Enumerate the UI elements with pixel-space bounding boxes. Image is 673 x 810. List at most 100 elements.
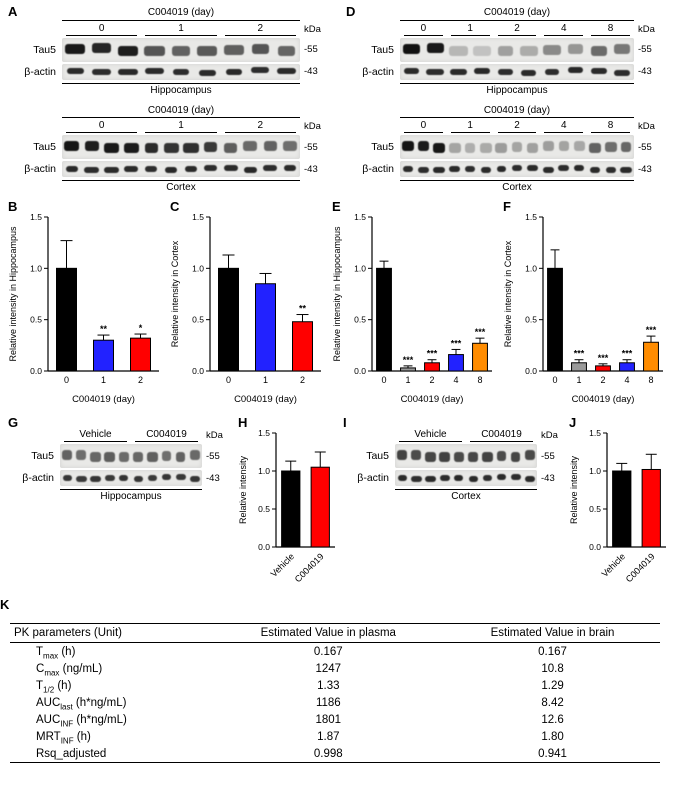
protein-band <box>104 166 120 173</box>
protein-band <box>426 69 444 76</box>
y-tick-label: 0.0 <box>192 366 204 376</box>
kda-marker: -43 <box>304 163 318 175</box>
blot-strip <box>395 444 537 468</box>
protein-band <box>468 476 478 483</box>
protein-band <box>161 450 171 461</box>
protein-band <box>512 141 522 152</box>
significance-stars: *** <box>427 349 438 359</box>
x-tick-label: 4 <box>624 375 629 385</box>
y-tick-label: 0.5 <box>354 315 366 325</box>
antibody-label: β-actin <box>24 163 56 175</box>
x-axis-label: C004019 (day) <box>572 394 635 405</box>
pk-table-header-row: PK parameters (Unit) Estimated Value in … <box>10 623 660 643</box>
bar <box>56 267 77 372</box>
lane-group-labels: Vehicle C004019 <box>395 429 537 442</box>
bar-chart-B: 0.0 0.5 1.0 1.5 Relative intensity in Hippoc… <box>8 212 159 405</box>
pk-value-plasma: 1801 <box>315 713 342 726</box>
group-underline <box>544 34 584 36</box>
lane-group-label: Vehicle <box>60 429 131 442</box>
pk-parameter-name: Rsq_adjusted <box>10 745 212 763</box>
y-tick-label: 0.0 <box>354 366 366 376</box>
blot-strip <box>400 135 634 159</box>
bar <box>376 267 392 372</box>
pk-parameter-name: MRTINF (h) <box>36 730 91 745</box>
protein-band <box>543 45 562 56</box>
lane-group-label: 2 <box>494 23 541 36</box>
protein-band <box>243 141 258 152</box>
lane-group-label: 2 <box>494 120 541 133</box>
x-tick-label: 0 <box>381 375 386 385</box>
panel-A-blots: C004019 (day) 0 1 2 kDa Tau5 -55 β-actin -43 Hipp… <box>6 4 338 193</box>
protein-band <box>521 69 537 76</box>
brain-region-caption: Cortex <box>400 180 634 193</box>
blot-strip <box>400 63 634 80</box>
group-label-text: 8 <box>607 22 614 34</box>
x-tick-label: 1 <box>263 375 268 385</box>
protein-band <box>277 67 297 74</box>
blot-D-hippocampus: C004019 (day) 0 1 2 4 8 kDa Tau5 -55 β-actin -43 Hi… <box>354 7 671 96</box>
protein-band <box>65 165 79 172</box>
bar-chart-row: B 0.0 0.5 1.0 1.5 Relative intensity in Hipp… <box>0 193 673 407</box>
bar <box>292 321 313 372</box>
protein-band <box>604 142 617 153</box>
x-tick-label: 4 <box>453 375 458 385</box>
protein-band <box>197 45 218 56</box>
y-tick-label: 0.5 <box>30 315 42 325</box>
y-axis-label: Relative intensity in Cortex <box>503 240 513 347</box>
protein-band <box>145 68 164 75</box>
chart-H: 0.0 0.5 1.0 1.5 Relative intensity Vehicle C00… <box>236 425 339 597</box>
protein-band <box>92 43 112 54</box>
protein-band <box>527 143 538 154</box>
group-underline <box>224 132 296 133</box>
lane-group-label: 8 <box>587 23 634 36</box>
panel-E: E 0.0 0.5 1.0 1.5 Relative intensity in Hipp… <box>330 199 498 407</box>
group-underline <box>224 34 296 36</box>
western-blot-top-row: A C004019 (day) 0 1 2 kDa Tau5 -55 β-actin -43 Hi… <box>0 0 673 193</box>
y-tick-label: 1.0 <box>192 263 204 273</box>
protein-band <box>396 450 408 461</box>
y-tick-label: 0.5 <box>258 504 270 514</box>
panel-K: K PK parameters (Unit) Estimated Value i… <box>0 597 673 763</box>
x-tick-label: 8 <box>477 375 482 385</box>
blot-strip <box>62 63 300 80</box>
blot-I-cortex: Vehicle C004019 kDa Tau5 -55 β-actin -43 Cortex <box>353 429 565 502</box>
y-tick-label: 1.0 <box>589 466 601 476</box>
bar <box>643 341 659 372</box>
bar <box>255 283 276 372</box>
pk-table-body: Tmax (h) 0.167 0.167 Cmax (ng/mL) 1247 10.8 T1… <box>10 643 660 763</box>
x-tick-label: C004019 <box>293 551 326 584</box>
panel-J: J 0.0 0.5 1.0 1.5 Relative intensity Vehicle C… <box>567 415 670 597</box>
pk-value-plasma: 1247 <box>315 662 342 675</box>
antibody-label: Tau5 <box>371 141 394 153</box>
pk-parameters-table: PK parameters (Unit) Estimated Value in … <box>10 623 660 763</box>
protein-band <box>567 67 584 74</box>
x-tick-label: 2 <box>600 375 605 385</box>
chart-J: 0.0 0.5 1.0 1.5 Relative intensity Vehicle C00… <box>567 425 670 597</box>
y-tick-label: 0.5 <box>589 504 601 514</box>
protein-band <box>591 45 607 56</box>
y-tick-label: 0.0 <box>258 542 270 552</box>
protein-band <box>527 165 539 172</box>
protein-band <box>558 165 570 172</box>
protein-band <box>495 142 508 153</box>
y-axis-label: Relative intensity in Hippocampus <box>8 226 18 362</box>
group-underline <box>470 441 533 442</box>
protein-band <box>574 141 585 152</box>
treatment-title: C004019 (day) <box>400 7 634 21</box>
lane-group-label: C004019 <box>466 429 537 442</box>
protein-band <box>542 167 554 174</box>
group-underline <box>66 34 138 36</box>
protein-band <box>511 452 521 463</box>
pk-value-brain: 1.29 <box>541 679 564 692</box>
kda-marker: -43 <box>638 66 652 77</box>
protein-band <box>64 141 80 152</box>
y-tick-label: 0.5 <box>525 315 537 325</box>
panel-H: H 0.0 0.5 1.0 1.5 Relative intensity Vehicle C… <box>236 415 339 597</box>
lane-group-labels: Vehicle C004019 <box>60 429 202 442</box>
lane-group-labels: 0 1 2 <box>62 23 300 36</box>
y-axis-label: Relative intensity in Hippocampus <box>332 226 342 362</box>
group-label-text: 4 <box>561 22 567 34</box>
group-label-text: 1 <box>178 120 184 131</box>
kda-label: kDa <box>638 121 655 132</box>
bar <box>424 362 440 372</box>
